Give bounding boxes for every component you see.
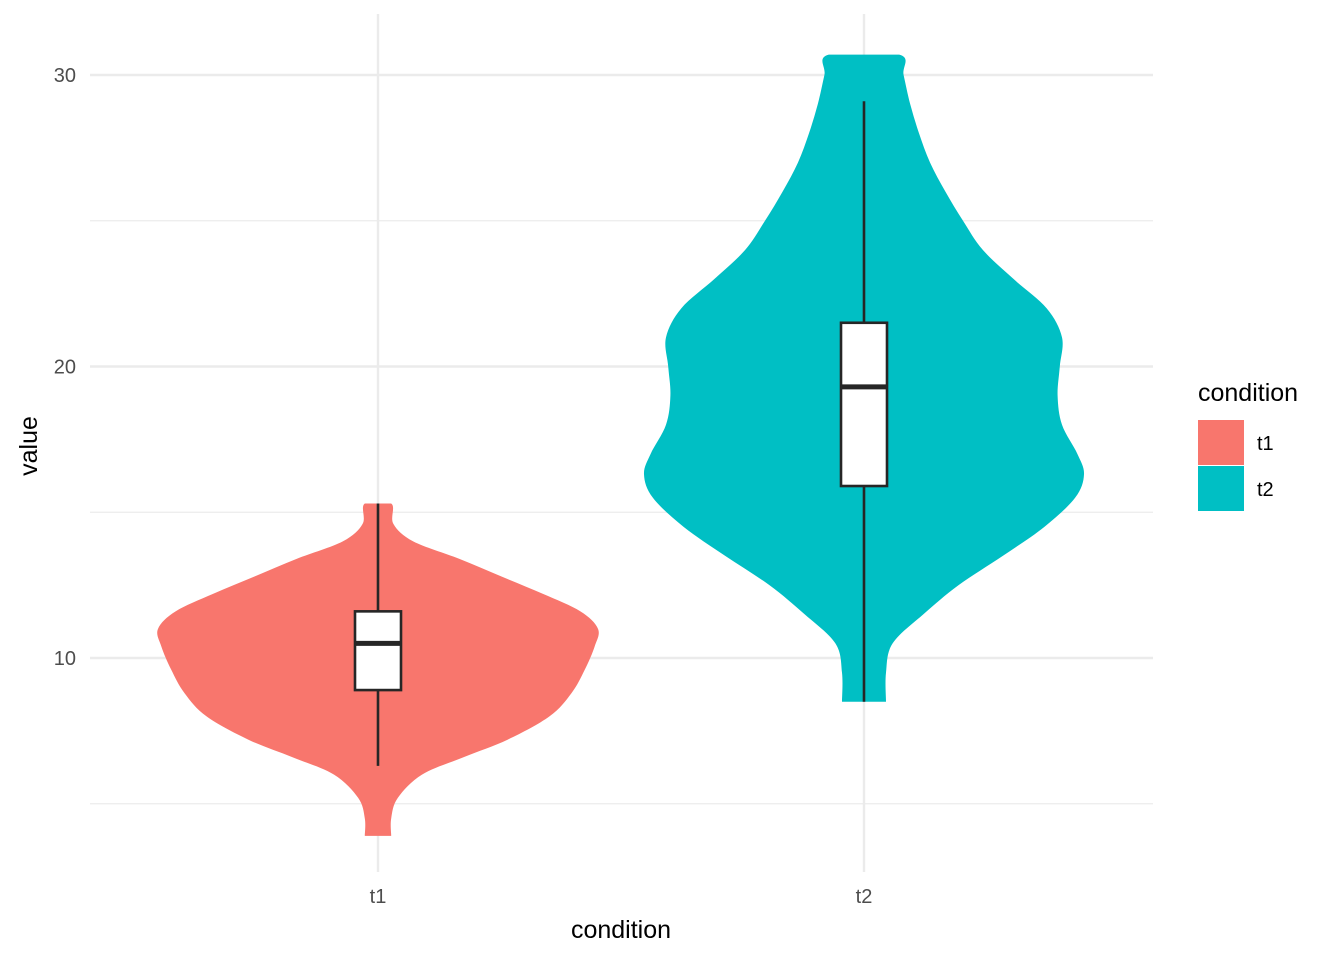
boxplots: [353, 101, 889, 766]
legend-label-t1: t1: [1257, 433, 1274, 455]
y-tick-label: 10: [54, 648, 76, 670]
legend: condition t1 t2: [1198, 379, 1298, 511]
violins: [157, 54, 1085, 836]
boxplot-t1: [353, 503, 403, 766]
y-tick-label: 30: [54, 65, 76, 87]
legend-key-t2: [1198, 466, 1244, 511]
legend-title: condition: [1198, 379, 1298, 407]
iqr-box: [353, 610, 403, 692]
boxplot-t2: [839, 101, 889, 702]
y-tick-label: 20: [54, 357, 76, 379]
legend-key-t1: [1198, 420, 1244, 465]
iqr-box: [839, 321, 889, 488]
x-tick-label: t1: [370, 886, 387, 908]
x-axis-title: condition: [571, 916, 671, 944]
legend-label-t2: t2: [1257, 479, 1274, 501]
x-tick-label: t2: [856, 886, 873, 908]
y-axis-title: value: [15, 416, 43, 476]
tick-labels: 10 20 30 t1 t2: [54, 65, 873, 908]
